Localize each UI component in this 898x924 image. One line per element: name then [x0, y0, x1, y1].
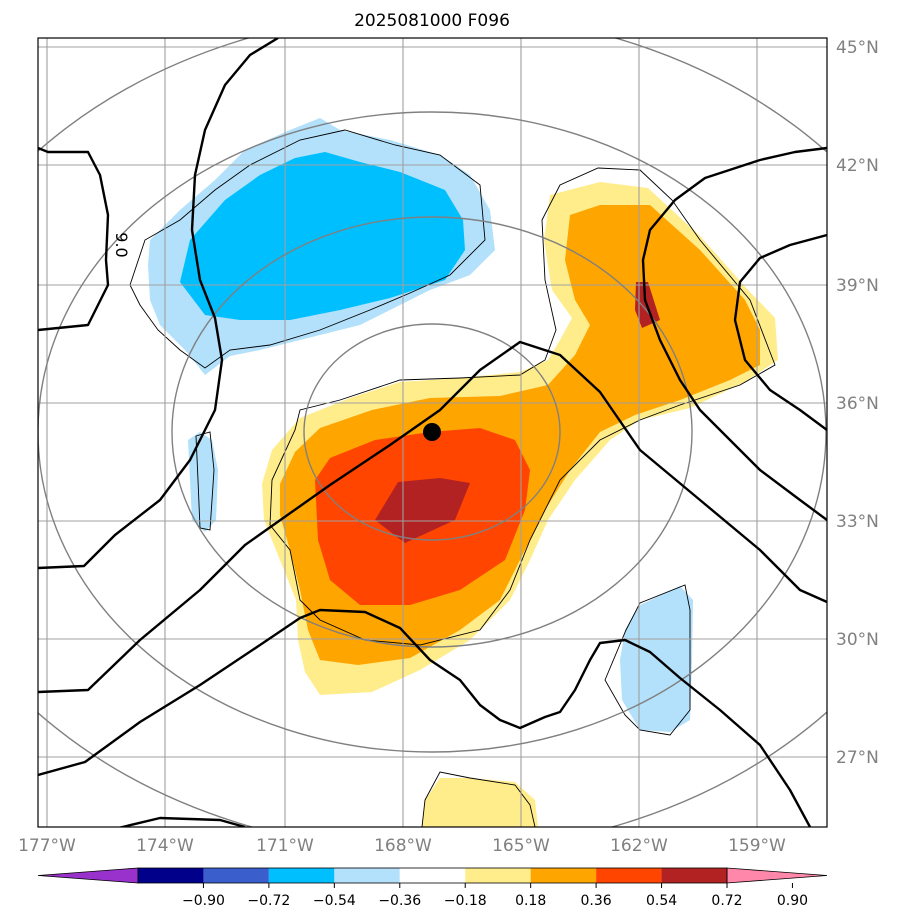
colorbar-segment: [268, 868, 335, 883]
storm-center-marker: [423, 423, 441, 441]
ring-3: [38, 111, 827, 753]
colorbar-segment: [203, 868, 269, 883]
lat-label: 30°N: [836, 630, 879, 650]
thin-contours: [129, 129, 776, 827]
colorbar-tick-label: −0.90: [182, 893, 225, 909]
map-frame: [37, 37, 828, 828]
lon-label: 162°W: [610, 836, 668, 856]
fill-pos-0-72: [375, 478, 470, 543]
colorbar-segment: [465, 868, 531, 883]
range-rings: [38, 38, 827, 827]
lon-label: 168°W: [374, 836, 432, 856]
plot-title: 2025081000 F096: [354, 11, 510, 31]
map-area: 9.0: [38, 38, 827, 827]
colorbar-tick-label: 0.54: [646, 893, 677, 909]
colorbar-extend-low: [37, 867, 139, 884]
lat-label: 42°N: [836, 156, 879, 176]
colorbar-extend-high: [726, 867, 828, 884]
colorbar-segment: [334, 868, 400, 883]
contour-lower: [38, 608, 812, 827]
lon-label: 171°W: [256, 836, 314, 856]
contour-label: 9.0: [112, 232, 131, 257]
colorbar-border: [137, 867, 728, 884]
longitude-labels: 177°W 174°W 171°W 168°W 165°W 162°W 159°W: [18, 836, 786, 856]
thin-contour-south: [421, 771, 536, 827]
contour-east-2: [733, 233, 827, 431]
lat-label: 39°N: [836, 276, 879, 296]
thick-contours: [38, 38, 827, 827]
colorbar-tick-label: −0.36: [378, 893, 421, 909]
colorbar-segment: [138, 868, 204, 883]
fill-pos-0-18-south: [422, 778, 538, 827]
lat-label: 27°N: [836, 748, 879, 768]
lat-label: 36°N: [836, 394, 879, 414]
contour-storm-line: [38, 340, 827, 694]
lon-label: 174°W: [136, 836, 194, 856]
thin-contour-north: [129, 129, 486, 369]
latitude-labels: 45°N 42°N 39°N 36°N 33°N 30°N 27°N: [836, 38, 879, 768]
lon-label: 159°W: [728, 836, 786, 856]
contour-diagonal-north: [38, 38, 279, 570]
colorbar-tick-label: −0.54: [313, 893, 356, 909]
colorbar-tick-label: 0.18: [515, 893, 546, 909]
thin-contour-se: [604, 584, 691, 736]
colorbar-segment: [530, 868, 597, 883]
colorbar-segment: [661, 868, 727, 883]
lat-label: 45°N: [836, 38, 879, 58]
ring-2: [171, 216, 693, 648]
grid: [38, 38, 827, 827]
ring-1: [303, 323, 561, 541]
colorbar-tick-label: −0.72: [247, 893, 290, 909]
thin-contour-west: [195, 431, 215, 531]
colorbar-segment: [399, 868, 466, 883]
colorbar: −0.90 −0.72 −0.54 −0.36 −0.18 0.18 0.36 0.54 0.7…: [37, 867, 828, 909]
contour-east-1: [641, 146, 827, 521]
colorbar-tick-label: −0.18: [444, 893, 487, 909]
colorbar-segment: [596, 868, 662, 883]
colorbar-tick-label: 0.36: [581, 893, 612, 909]
colorbar-tick-label: 0.72: [711, 893, 742, 909]
lon-label: 165°W: [492, 836, 550, 856]
lat-label: 33°N: [836, 512, 879, 532]
lon-label: 177°W: [18, 836, 76, 856]
contour-bottom: [117, 816, 246, 827]
colorbar-tick-label: 0.90: [777, 893, 808, 909]
fill-neg-0-18-west: [188, 432, 218, 532]
thin-contour-center: [269, 167, 776, 646]
contour-upper-left: [38, 146, 110, 332]
